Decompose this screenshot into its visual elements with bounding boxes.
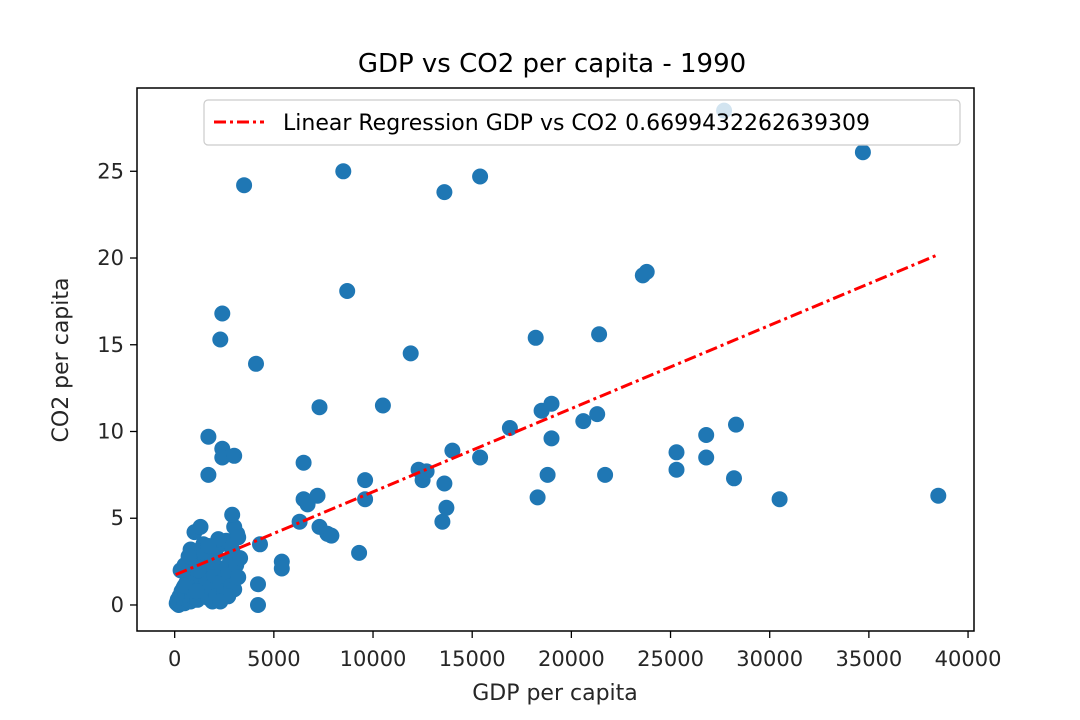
data-point bbox=[854, 144, 871, 161]
data-point bbox=[543, 430, 560, 447]
data-point bbox=[575, 413, 592, 430]
data-point bbox=[200, 466, 217, 483]
y-tick-label: 25 bbox=[97, 159, 124, 183]
data-point bbox=[698, 449, 715, 466]
data-point bbox=[351, 544, 368, 561]
data-point bbox=[529, 489, 546, 506]
data-point bbox=[501, 420, 518, 436]
data-point bbox=[930, 487, 947, 504]
y-axis-label: CO2 per capita bbox=[49, 278, 74, 443]
data-point bbox=[472, 449, 489, 466]
x-tick-label: 25000 bbox=[637, 647, 704, 671]
data-point bbox=[543, 395, 560, 412]
y-axis: 0 5 10 15 20 25 bbox=[97, 159, 137, 617]
data-point bbox=[200, 538, 217, 554]
x-axis-label: GDP per capita bbox=[472, 681, 638, 706]
y-tick-label: 5 bbox=[111, 506, 124, 530]
legend-box bbox=[203, 99, 961, 146]
data-point bbox=[214, 449, 231, 466]
data-point bbox=[728, 416, 744, 433]
x-tick-label: 15000 bbox=[439, 647, 506, 671]
plot-frame bbox=[136, 87, 975, 632]
data-point bbox=[597, 466, 614, 483]
y-tick-label: 10 bbox=[97, 419, 124, 443]
data-point bbox=[180, 548, 197, 565]
data-point bbox=[438, 499, 455, 516]
data-point bbox=[188, 583, 205, 600]
data-point bbox=[357, 472, 374, 489]
scatter-points bbox=[168, 102, 947, 613]
chart-title: GDP vs CO2 per capita - 1990 bbox=[358, 49, 746, 79]
data-point bbox=[436, 184, 453, 201]
y-tick-label: 15 bbox=[97, 333, 124, 357]
x-tick-label: 0 bbox=[168, 647, 181, 671]
x-tick-label: 10000 bbox=[340, 647, 407, 671]
data-point bbox=[232, 550, 249, 567]
x-tick-label: 20000 bbox=[538, 647, 605, 671]
x-tick-label: 5000 bbox=[247, 647, 300, 671]
data-point bbox=[224, 506, 241, 523]
data-point bbox=[250, 576, 266, 593]
data-point bbox=[309, 487, 326, 504]
data-point bbox=[335, 163, 352, 180]
data-point bbox=[311, 399, 328, 416]
data-point bbox=[339, 283, 356, 299]
data-point bbox=[374, 397, 391, 414]
data-point bbox=[230, 569, 247, 586]
data-point bbox=[230, 529, 247, 546]
data-point bbox=[668, 461, 685, 478]
data-point bbox=[214, 305, 231, 322]
data-point bbox=[192, 518, 209, 535]
data-point bbox=[638, 263, 655, 280]
y-tick-label: 0 bbox=[111, 593, 124, 617]
data-point bbox=[668, 444, 685, 461]
data-point bbox=[698, 427, 715, 443]
data-point bbox=[434, 513, 451, 530]
data-point bbox=[539, 466, 556, 483]
data-point bbox=[273, 560, 290, 577]
data-point bbox=[444, 442, 461, 459]
data-point bbox=[295, 454, 312, 471]
data-point bbox=[250, 597, 266, 613]
data-point bbox=[291, 513, 308, 530]
data-point bbox=[190, 562, 207, 579]
data-point bbox=[236, 177, 253, 194]
data-point bbox=[252, 536, 268, 553]
x-tick-label: 35000 bbox=[835, 647, 902, 671]
data-point bbox=[771, 491, 788, 508]
legend: Linear Regression GDP vs CO2 0.669943226… bbox=[203, 99, 961, 146]
data-point bbox=[226, 447, 243, 464]
y-tick-label: 20 bbox=[97, 246, 124, 270]
legend-label: Linear Regression GDP vs CO2 0.669943226… bbox=[283, 111, 870, 136]
data-point bbox=[200, 428, 217, 445]
data-point bbox=[212, 331, 229, 348]
data-point bbox=[591, 326, 608, 343]
data-point bbox=[402, 345, 419, 362]
data-point bbox=[248, 355, 264, 372]
data-point bbox=[527, 329, 544, 346]
data-point bbox=[436, 475, 453, 492]
data-point bbox=[204, 553, 221, 570]
data-point bbox=[472, 168, 489, 185]
data-point bbox=[212, 593, 229, 610]
data-point bbox=[726, 470, 742, 487]
x-tick-label: 40000 bbox=[935, 647, 1002, 671]
data-point bbox=[323, 527, 340, 544]
x-axis: 0 5000 10000 15000 20000 25000 30000 35000 40000 bbox=[168, 631, 1001, 671]
data-point bbox=[589, 406, 606, 423]
x-tick-label: 30000 bbox=[736, 647, 803, 671]
